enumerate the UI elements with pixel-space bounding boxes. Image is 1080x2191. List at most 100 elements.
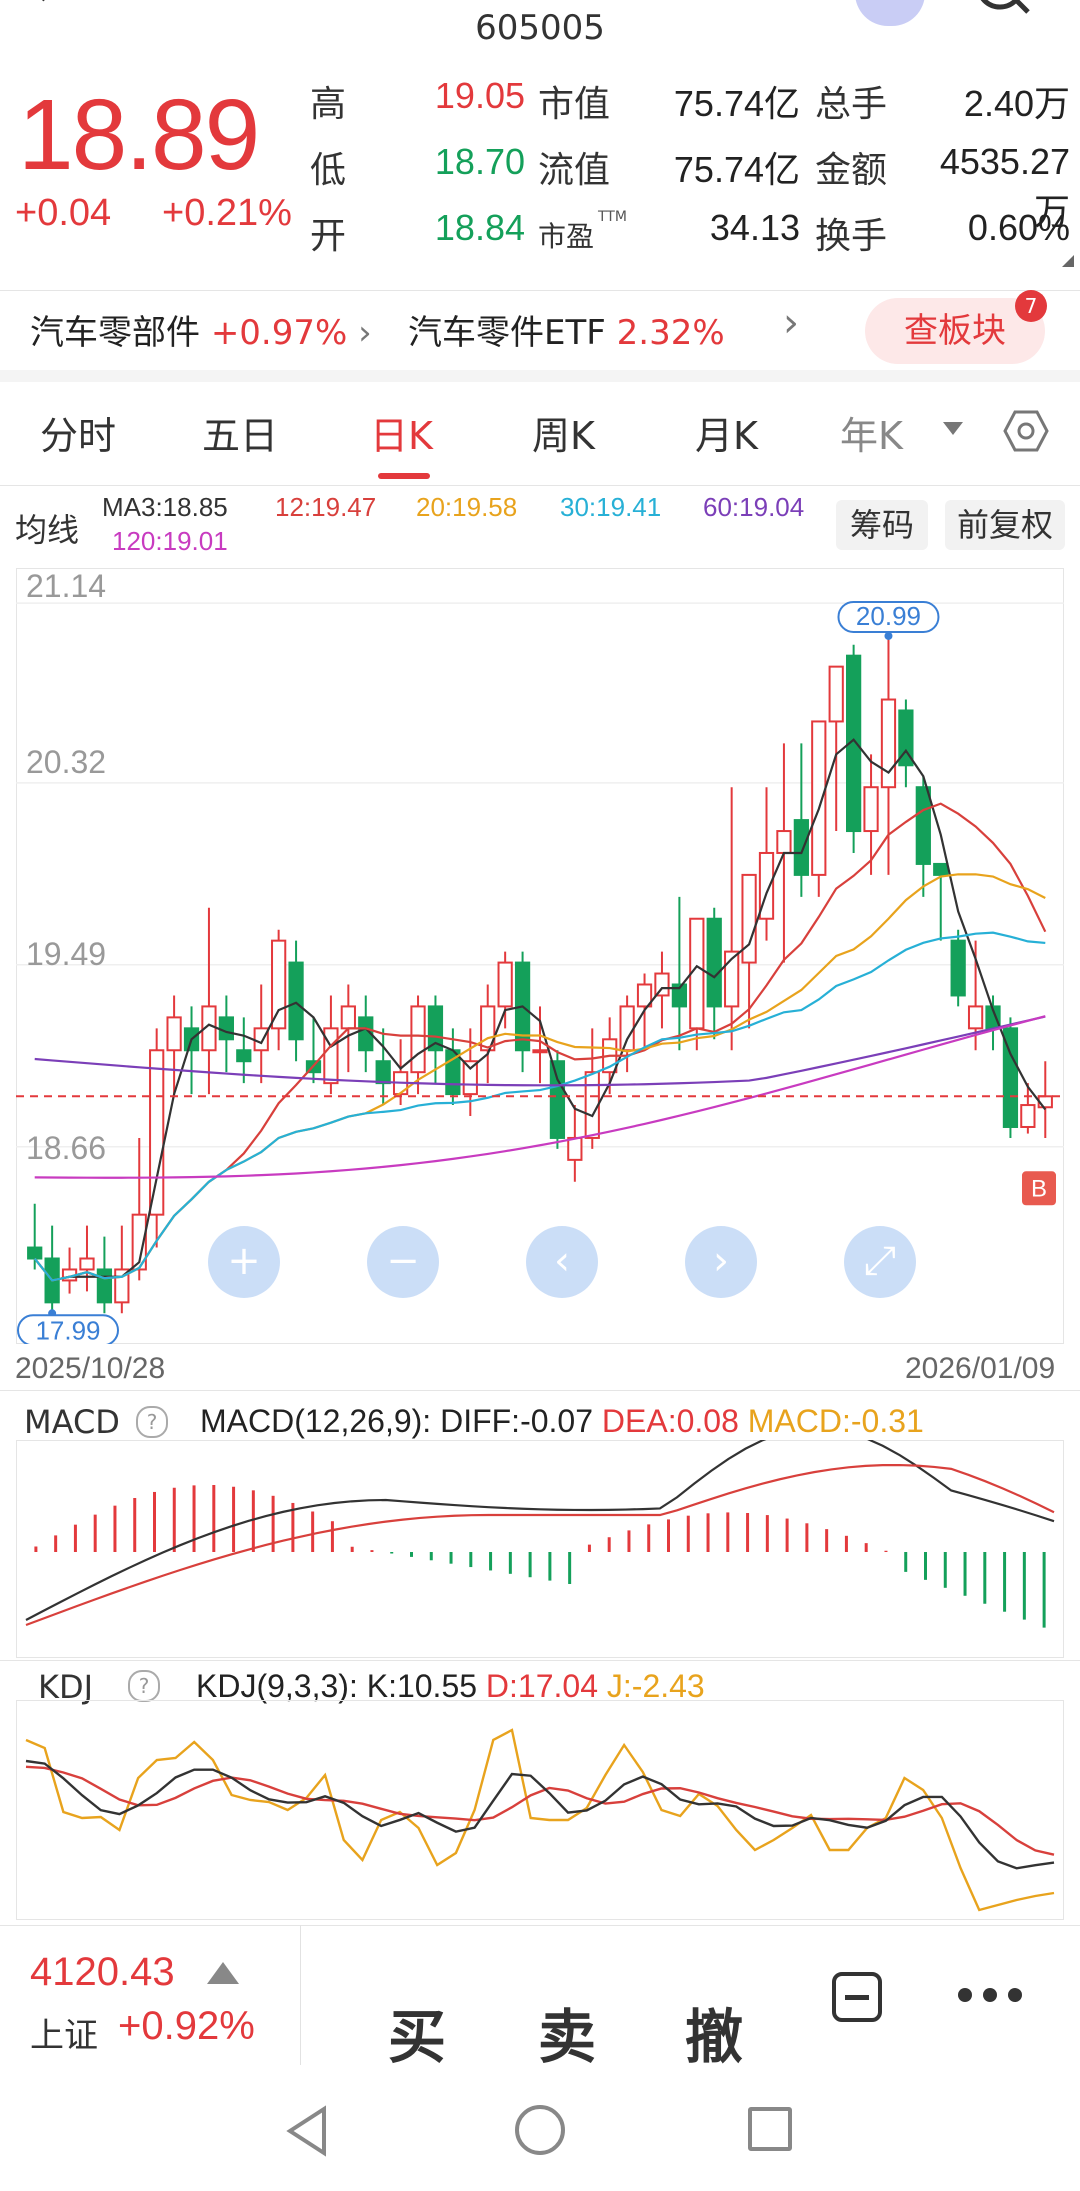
- chevron-right-icon[interactable]: ›: [783, 300, 799, 346]
- candle: [811, 720, 827, 876]
- macd-chart[interactable]: [16, 1440, 1064, 1658]
- kdj-label: KDJ: [38, 1668, 94, 1706]
- candle: [636, 983, 653, 1008]
- candle: [497, 961, 513, 1008]
- quote-value: 18.84: [434, 207, 525, 248]
- quote-value: 34.13: [709, 207, 800, 248]
- kdj-frame: [16, 1700, 1064, 1920]
- candle: [619, 1005, 635, 1052]
- candle: [671, 983, 688, 1008]
- low-marker-pill: [17, 1314, 119, 1344]
- kdj-k-line: [25, 1759, 1055, 1870]
- scroll-left-icon[interactable]: ‹: [526, 1226, 598, 1298]
- cancel-order-button[interactable]: 撤: [685, 2003, 744, 2071]
- minus-box-icon[interactable]: [832, 1972, 882, 2022]
- candle: [410, 1005, 426, 1074]
- tab-five-day[interactable]: 五日: [202, 414, 279, 458]
- sector-name: 汽车零部件: [30, 313, 200, 353]
- macd-values: MACD(12,26,9): DIFF:-0.07 DEA:0.08 MACD:…: [200, 1403, 924, 1440]
- sector-name: 汽车零件ETF: [408, 313, 606, 353]
- candle: [950, 939, 966, 997]
- candle: [828, 665, 844, 723]
- tab-intraday[interactable]: 分时: [40, 414, 117, 458]
- low-marker-label: 17.99: [35, 1315, 100, 1344]
- quote-value: 75.74亿: [673, 149, 800, 190]
- sector-pct: +0.97%: [210, 313, 348, 353]
- zoom-out-icon[interactable]: −: [367, 1226, 439, 1298]
- kdj-values: KDJ(9,3,3): K:10.55 D:17.04 J:-2.43: [196, 1668, 705, 1705]
- kdj-k: K:10.55: [366, 1668, 478, 1704]
- candle: [96, 1268, 113, 1304]
- quote-label: 流值: [538, 150, 611, 191]
- ma30-line: [33, 931, 1046, 1282]
- ma30-value: 30:19.41: [560, 492, 662, 522]
- quote-value: 75.74亿: [673, 83, 800, 124]
- more-icon[interactable]: [955, 1985, 1025, 2005]
- ma60-line: [34, 1015, 1046, 1087]
- quote-label: 总手: [815, 84, 888, 125]
- quote-label: 低: [310, 150, 347, 191]
- candle: [236, 1049, 252, 1063]
- scroll-right-icon[interactable]: ›: [685, 1226, 757, 1298]
- high-marker-dot: [884, 631, 893, 640]
- notification-badge: 7: [1015, 290, 1047, 322]
- dropdown-icon[interactable]: [943, 422, 963, 435]
- y-tick-label: 18.66: [26, 1130, 107, 1166]
- nav-back-icon[interactable]: [284, 2105, 330, 2157]
- forward-adjust-button[interactable]: 前复权: [945, 500, 1065, 550]
- sector-pct: 2.32%: [616, 313, 725, 353]
- quote-value: 18.70: [434, 141, 525, 182]
- hexagon-settings-icon[interactable]: [1003, 408, 1049, 454]
- candle: [271, 939, 287, 1030]
- buy-button[interactable]: 买: [388, 2003, 447, 2071]
- kdj-j: J:-2.43: [606, 1668, 705, 1704]
- tab-weekly-k[interactable]: 周K: [532, 414, 595, 458]
- candle: [166, 1016, 182, 1052]
- candle: [462, 1060, 478, 1096]
- candle: [706, 917, 722, 1008]
- expand-corner-icon[interactable]: [1062, 255, 1074, 267]
- index-name: 上证: [30, 2016, 98, 2056]
- macd-dea: DEA:0.08: [601, 1403, 739, 1439]
- sector-item-2[interactable]: 汽车零件ETF 2.32%: [408, 305, 725, 354]
- help-icon[interactable]: ?: [136, 1406, 168, 1438]
- candle: [741, 873, 757, 964]
- candle: [863, 786, 879, 833]
- zoom-in-icon[interactable]: +: [208, 1226, 280, 1298]
- tab-monthly-k[interactable]: 月K: [695, 414, 758, 458]
- buy-signal-label: B: [1031, 1175, 1047, 1202]
- macd-diff: DIFF:-0.07: [440, 1403, 593, 1439]
- sector-item-1[interactable]: 汽车零部件 +0.97% ›: [30, 305, 372, 354]
- sell-button[interactable]: 卖: [538, 2003, 597, 2071]
- tab-daily-k[interactable]: 日K: [370, 414, 433, 458]
- nav-recent-icon[interactable]: [748, 2107, 792, 2151]
- search-icon[interactable]: [970, 0, 1040, 30]
- kdj-chart[interactable]: [16, 1700, 1064, 1920]
- chart-frame: [16, 568, 1064, 1344]
- kdj-j-line: [25, 1728, 1055, 1912]
- nav-home-icon[interactable]: [515, 2105, 565, 2155]
- tab-yearly-k[interactable]: 年K: [840, 414, 903, 458]
- help-icon[interactable]: ?: [128, 1670, 160, 1702]
- candle: [340, 1005, 356, 1030]
- candle: [654, 972, 670, 997]
- date-start: 2025/10/28: [15, 1352, 166, 1385]
- candle: [532, 1049, 548, 1054]
- quote-value: 19.05: [434, 75, 525, 116]
- date-end: 2026/01/09: [905, 1352, 1056, 1385]
- macd-dea-line: [25, 1463, 1055, 1627]
- candle: [253, 1027, 269, 1052]
- chip-distribution-button[interactable]: 筹码: [836, 500, 928, 550]
- fullscreen-icon[interactable]: ⤢: [844, 1226, 916, 1298]
- ma20-value: 20:19.58: [416, 492, 518, 522]
- candle: [724, 950, 740, 1008]
- candle: [427, 1005, 444, 1052]
- candle: [967, 1005, 984, 1030]
- macd-label: MACD: [24, 1403, 120, 1441]
- quote-label: 开: [310, 216, 347, 257]
- candle: [915, 786, 931, 865]
- ma-label: 均线: [15, 511, 80, 549]
- high-marker-pill: [837, 600, 940, 633]
- kline-chart[interactable]: 20.99 17.99 B: [16, 568, 1064, 1344]
- index-pct: +0.92%: [118, 2004, 255, 2048]
